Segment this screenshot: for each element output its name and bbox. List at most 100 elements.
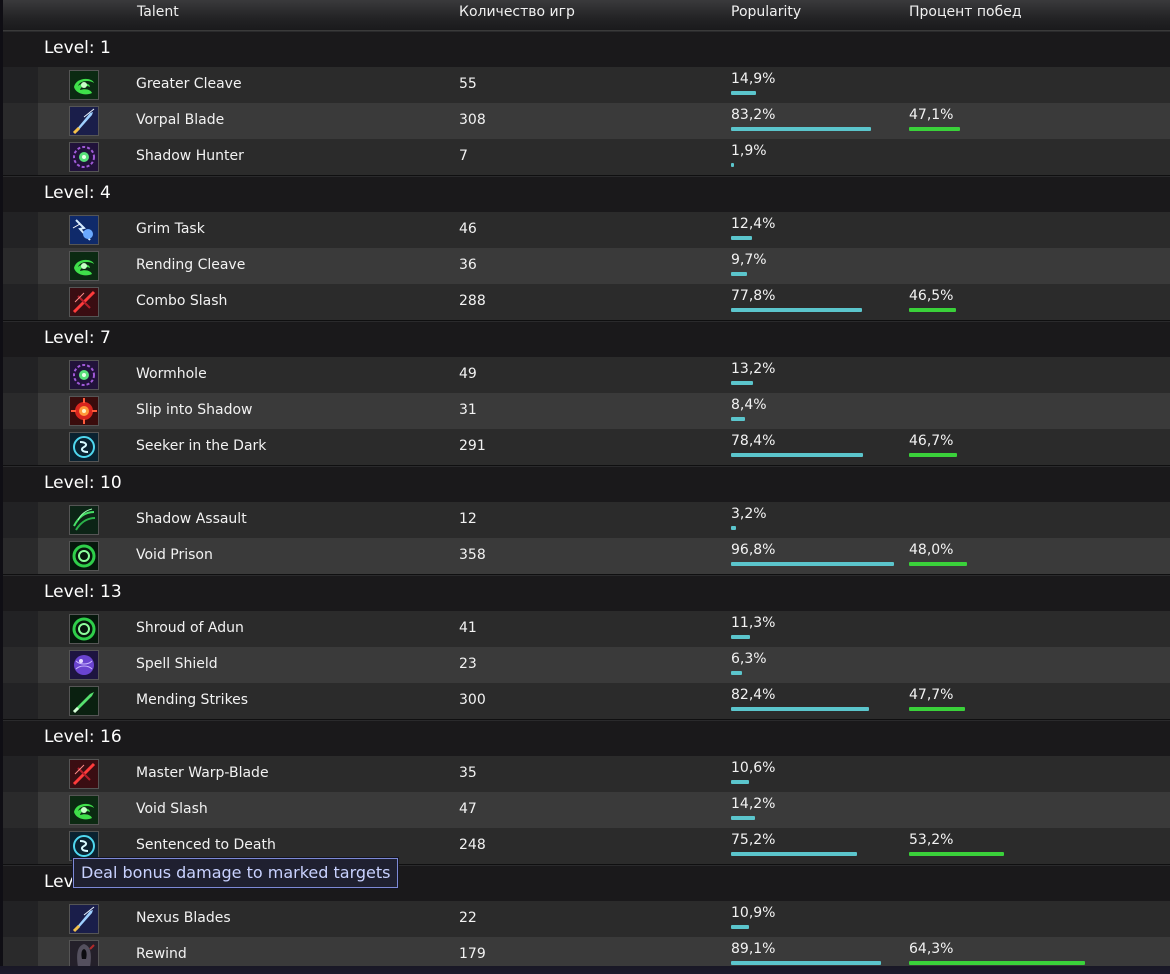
popularity-cell: 10,9% bbox=[731, 903, 906, 935]
talent-name: Master Warp-Blade bbox=[136, 765, 269, 781]
row-gutter bbox=[3, 792, 38, 828]
talent-name: Grim Task bbox=[136, 221, 205, 237]
table-row[interactable]: Seeker in the Dark 291 78,4% 46,7% bbox=[3, 429, 1170, 466]
winrate-value: 46,7% bbox=[909, 433, 954, 449]
table-row[interactable]: Void Prison 358 96,8% 48,0% bbox=[3, 538, 1170, 575]
header-talent[interactable]: Talent bbox=[137, 4, 179, 20]
games-count: 179 bbox=[459, 946, 486, 962]
talent-name: Nexus Blades bbox=[136, 910, 231, 926]
popularity-value: 3,2% bbox=[731, 506, 767, 522]
table-row[interactable]: Void Slash 47 14,2% bbox=[3, 792, 1170, 828]
popularity-value: 1,9% bbox=[731, 143, 767, 159]
popularity-bar bbox=[731, 816, 755, 820]
red-slash-icon[interactable] bbox=[69, 287, 99, 317]
popularity-value: 75,2% bbox=[731, 832, 776, 848]
games-count: 55 bbox=[459, 76, 477, 92]
table-row[interactable]: Shadow Hunter 7 1,9% bbox=[3, 139, 1170, 176]
table-row[interactable]: Shroud of Adun 41 11,3% bbox=[3, 611, 1170, 647]
games-count: 300 bbox=[459, 692, 486, 708]
header-games[interactable]: Количество игр bbox=[459, 4, 575, 20]
popularity-cell: 75,2% bbox=[731, 830, 906, 862]
games-count: 41 bbox=[459, 620, 477, 636]
popularity-value: 11,3% bbox=[731, 615, 776, 631]
popularity-bar bbox=[731, 707, 869, 711]
winrate-value: 46,5% bbox=[909, 288, 954, 304]
blade-strike-icon[interactable] bbox=[69, 106, 99, 136]
winrate-bar bbox=[909, 852, 1004, 856]
games-count: 288 bbox=[459, 293, 486, 309]
popularity-bar bbox=[731, 381, 753, 385]
row-gutter bbox=[3, 67, 38, 103]
talent-name: Mending Strikes bbox=[136, 692, 249, 708]
level-label: Level: 16 bbox=[44, 727, 122, 747]
table-row[interactable]: Master Warp-Blade 35 10,6% bbox=[3, 756, 1170, 792]
winrate-value: 64,3% bbox=[909, 941, 954, 957]
popularity-cell: 96,8% bbox=[731, 540, 906, 572]
green-swirl-icon[interactable] bbox=[69, 251, 99, 281]
level-label: Level: 10 bbox=[44, 473, 122, 493]
table-row[interactable]: Slip into Shadow 31 8,4% bbox=[3, 393, 1170, 429]
talent-name: Void Slash bbox=[136, 801, 208, 817]
talent-rows: Level: 1 Greater Cleave 55 14,9% Vorpal Blad… bbox=[3, 31, 1170, 974]
violet-sphere-icon[interactable] bbox=[69, 650, 99, 680]
header-winrate[interactable]: Процент побед bbox=[909, 4, 1022, 20]
lightning-fist-icon[interactable] bbox=[69, 215, 99, 245]
purple-orb-icon[interactable] bbox=[69, 360, 99, 390]
winrate-bar bbox=[909, 453, 957, 457]
table-header: Talent Количество игр Popularity Процент… bbox=[3, 0, 1170, 31]
red-burst-icon[interactable] bbox=[69, 396, 99, 426]
winrate-value: 47,7% bbox=[909, 687, 954, 703]
popularity-cell: 77,8% bbox=[731, 286, 906, 318]
table-row[interactable]: Rending Cleave 36 9,7% bbox=[3, 248, 1170, 284]
popularity-cell: 83,2% bbox=[731, 105, 906, 137]
popularity-bar bbox=[731, 562, 894, 566]
popularity-value: 77,8% bbox=[731, 288, 776, 304]
hooded-figure-icon[interactable] bbox=[69, 940, 99, 970]
popularity-cell: 9,7% bbox=[731, 250, 906, 282]
popularity-cell: 13,2% bbox=[731, 359, 906, 391]
popularity-cell: 78,4% bbox=[731, 431, 906, 463]
popularity-bar bbox=[731, 961, 881, 965]
popularity-value: 78,4% bbox=[731, 433, 776, 449]
popularity-bar bbox=[731, 163, 734, 167]
green-swirl-icon[interactable] bbox=[69, 70, 99, 100]
games-count: 36 bbox=[459, 257, 477, 273]
row-gutter bbox=[3, 284, 38, 320]
popularity-value: 96,8% bbox=[731, 542, 776, 558]
table-row[interactable]: Vorpal Blade 308 83,2% 47,1% bbox=[3, 103, 1170, 139]
popularity-cell: 11,3% bbox=[731, 613, 906, 645]
popularity-value: 14,2% bbox=[731, 796, 776, 812]
header-popularity[interactable]: Popularity bbox=[731, 4, 802, 20]
table-row[interactable]: Grim Task 46 12,4% bbox=[3, 212, 1170, 248]
winrate-cell: 47,7% bbox=[909, 685, 1169, 717]
green-claw-icon[interactable] bbox=[69, 505, 99, 535]
level-label: Level: 13 bbox=[44, 582, 122, 602]
row-gutter bbox=[3, 828, 38, 864]
blade-strike-icon[interactable] bbox=[69, 904, 99, 934]
table-row[interactable]: Mending Strikes 300 82,4% 47,7% bbox=[3, 683, 1170, 720]
table-row[interactable]: Greater Cleave 55 14,9% bbox=[3, 67, 1170, 103]
purple-orb-icon[interactable] bbox=[69, 142, 99, 172]
cyan-rune-icon[interactable] bbox=[69, 432, 99, 462]
table-row[interactable]: Spell Shield 23 6,3% bbox=[3, 647, 1170, 683]
popularity-bar bbox=[731, 308, 862, 312]
popularity-cell: 8,4% bbox=[731, 395, 906, 427]
popularity-cell: 10,6% bbox=[731, 758, 906, 790]
green-swirl-icon[interactable] bbox=[69, 795, 99, 825]
games-count: 46 bbox=[459, 221, 477, 237]
popularity-cell: 3,2% bbox=[731, 504, 906, 536]
red-slash-icon[interactable] bbox=[69, 759, 99, 789]
table-row[interactable]: Nexus Blades 22 10,9% bbox=[3, 901, 1170, 937]
table-row[interactable]: Combo Slash 288 77,8% 46,5% bbox=[3, 284, 1170, 321]
popularity-cell: 82,4% bbox=[731, 685, 906, 717]
green-ring-icon[interactable] bbox=[69, 541, 99, 571]
green-blade-icon[interactable] bbox=[69, 686, 99, 716]
table-row[interactable]: Wormhole 49 13,2% bbox=[3, 357, 1170, 393]
games-count: 47 bbox=[459, 801, 477, 817]
popularity-value: 13,2% bbox=[731, 361, 776, 377]
popularity-bar bbox=[731, 453, 863, 457]
popularity-bar bbox=[731, 780, 749, 784]
table-row[interactable]: Shadow Assault 12 3,2% bbox=[3, 502, 1170, 538]
cyan-rune-icon[interactable] bbox=[69, 831, 99, 861]
green-ring-icon[interactable] bbox=[69, 614, 99, 644]
